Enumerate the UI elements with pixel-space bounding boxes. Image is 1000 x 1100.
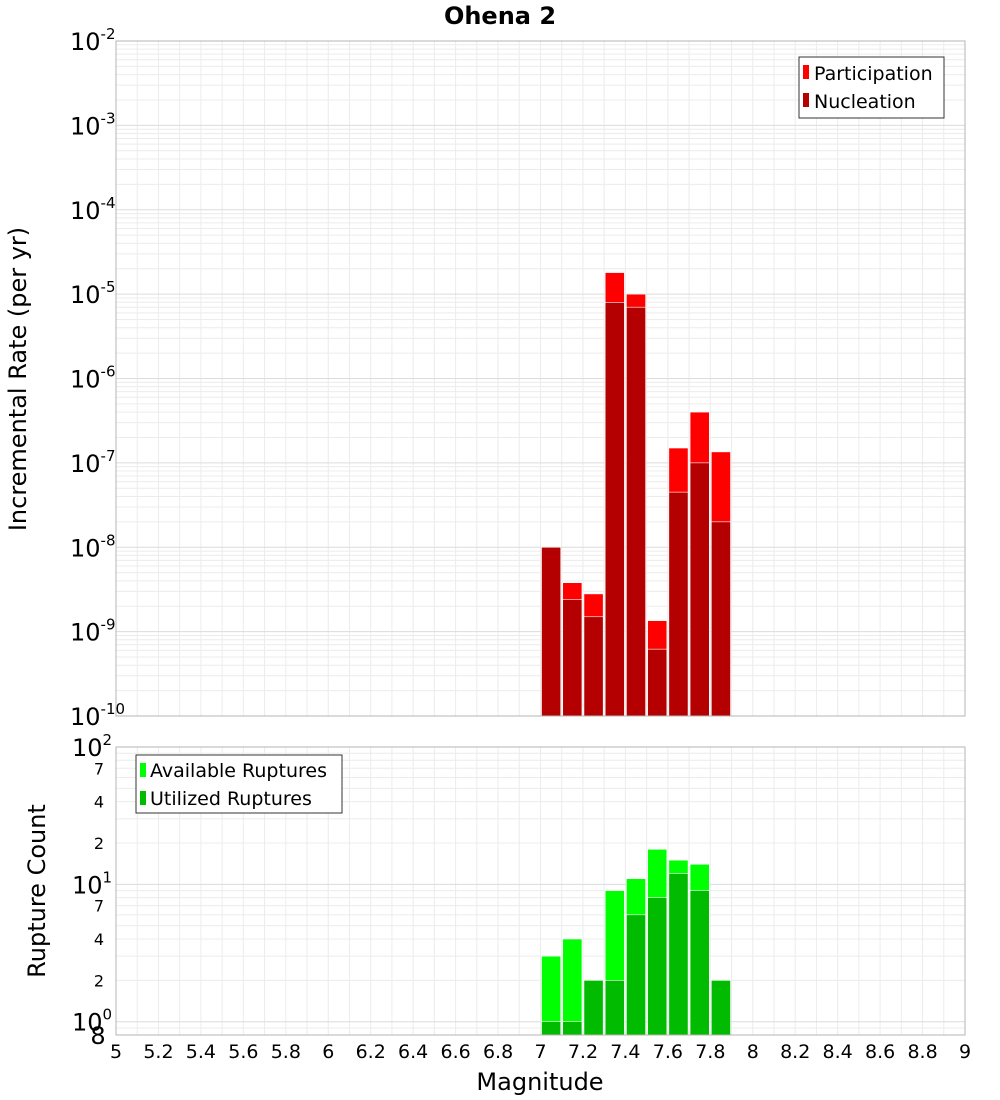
y-tick-label: 10-9 (70, 616, 116, 647)
y-tick-label: 10-7 (70, 447, 116, 478)
rate-bar-nucleation (541, 546, 562, 717)
rate-bar-nucleation (689, 462, 710, 717)
rupture-bar-utilized-ruptures (647, 897, 668, 1036)
legend-label-available-ruptures: Available Ruptures (150, 760, 327, 782)
y-tick-label: 7 (94, 759, 104, 778)
y-tick-label: 8 (90, 1022, 105, 1050)
x-tick-label: 5.2 (143, 1041, 173, 1063)
rupture-bar-utilized-ruptures (668, 873, 689, 1036)
x-tick-label: 6.4 (398, 1041, 428, 1063)
rate-y-axis-label: Incremental Rate (per yr) (4, 227, 32, 531)
rupture-bar-utilized-ruptures (562, 1021, 583, 1036)
rupture-bar-utilized-ruptures (541, 1021, 562, 1036)
rupture-y-axis-label: Rupture Count (23, 804, 51, 978)
legend-label-nucleation: Nucleation (814, 91, 916, 113)
legend-swatch-utilized-ruptures (140, 791, 146, 805)
x-tick-label: 7.4 (610, 1041, 640, 1063)
rupture-legend: Available Ruptures Utilized Ruptures (135, 754, 343, 814)
x-tick-label: 9 (959, 1041, 971, 1063)
rupture-bar-utilized-ruptures (710, 980, 731, 1036)
rate-bar-nucleation (668, 491, 689, 717)
rate-bars (541, 272, 731, 717)
rupture-bar-available-ruptures (562, 938, 583, 1036)
y-tick-label: 100 (72, 1006, 112, 1037)
x-axis-ticks: 5 5.2 5.4 5.6 5.8 6 6.2 6.4 6.6 6.8 7 7.2 7.4 7.6 7.8 8… (110, 1041, 971, 1063)
rupture-bar-utilized-ruptures (626, 914, 646, 1036)
x-tick-label: 7.6 (653, 1041, 683, 1063)
legend-swatch-nucleation (803, 93, 809, 107)
rupture-legend-box (135, 754, 343, 814)
x-tick-label: 5.6 (228, 1041, 258, 1063)
y-tick-label: 10-3 (70, 109, 116, 140)
rupture-bar-utilized-ruptures (583, 980, 604, 1036)
rupture-bars (541, 848, 731, 1036)
x-tick-label: 8.4 (823, 1041, 853, 1063)
rate-bar-nucleation (583, 616, 604, 717)
x-tick-label: 5.4 (186, 1041, 216, 1063)
rate-plot: 10-10 10-9 10-8 10-7 10-6 10-5 10-4 10-3 10-2 In… (4, 25, 966, 731)
legend-swatch-participation (803, 65, 809, 79)
x-tick-label: 8.6 (865, 1041, 895, 1063)
x-tick-label: 6 (322, 1041, 334, 1063)
y-tick-label: 101 (72, 868, 112, 899)
rate-legend: Participation Nucleation (798, 56, 945, 119)
rate-bar-nucleation (604, 302, 625, 717)
rate-bar-nucleation (647, 648, 668, 717)
y-tick-label: 10-8 (70, 531, 116, 562)
y-tick-label: 10-10 (70, 700, 125, 731)
y-tick-label: 4 (94, 930, 104, 949)
x-tick-label: 8.8 (907, 1041, 937, 1063)
legend-label-participation: Participation (814, 63, 933, 85)
rate-plot-frame (115, 40, 966, 717)
y-tick-label: 2 (94, 834, 104, 853)
rate-y-ticks: 10-10 10-9 10-8 10-7 10-6 10-5 10-4 10-3 10-2 (70, 25, 125, 731)
x-tick-label: 8 (747, 1041, 759, 1063)
y-tick-label: 2 (94, 971, 104, 990)
rate-grid (115, 41, 966, 717)
rate-bar-nucleation (562, 599, 583, 717)
rupture-bar-utilized-ruptures (604, 980, 625, 1036)
legend-label-utilized-ruptures: Utilized Ruptures (150, 788, 312, 810)
rupture-bar-utilized-ruptures (689, 890, 710, 1036)
y-tick-label: 4 (94, 793, 104, 812)
x-tick-label: 7 (534, 1041, 546, 1063)
x-tick-label: 7.2 (568, 1041, 598, 1063)
rate-bar-nucleation (626, 306, 646, 717)
x-tick-label: 5.8 (271, 1041, 301, 1063)
x-tick-label: 5 (110, 1041, 122, 1063)
x-tick-label: 6.2 (356, 1041, 386, 1063)
y-tick-label: 10-4 (70, 194, 116, 225)
legend-swatch-available-ruptures (140, 763, 146, 777)
y-tick-label: 10-5 (70, 278, 116, 309)
y-tick-label: 10-2 (70, 25, 116, 56)
chart-title: Ohena 2 (444, 2, 556, 30)
rate-bar-nucleation (710, 521, 731, 717)
x-tick-label: 8.2 (780, 1041, 810, 1063)
x-tick-label: 7.8 (695, 1041, 725, 1063)
x-tick-label: 6.8 (483, 1041, 513, 1063)
y-tick-label: 102 (72, 731, 112, 762)
y-tick-label: 10-6 (70, 363, 116, 394)
y-tick-label: 7 (94, 897, 104, 916)
rate-legend-box (798, 56, 945, 119)
x-tick-label: 6.6 (440, 1041, 470, 1063)
rupture-plot-frame (115, 746, 966, 1036)
x-axis-label: Magnitude (476, 1068, 603, 1096)
